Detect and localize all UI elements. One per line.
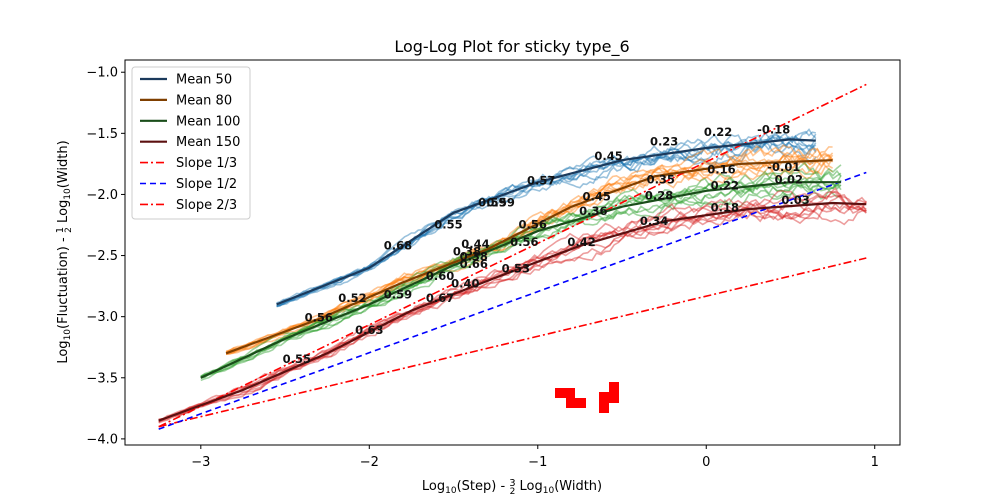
slope-annotation: 0.28 — [645, 188, 673, 202]
slope-annotation: 0.38 — [460, 249, 488, 263]
y-tick-label: −4.0 — [86, 432, 118, 447]
plot-background — [125, 60, 900, 445]
x-tick-label: 1 — [871, 455, 879, 470]
run-line — [276, 141, 817, 307]
slope-annotation: 0.35 — [647, 172, 675, 186]
slope-annotation: 0.68 — [384, 238, 412, 252]
run-line — [158, 207, 867, 423]
slope-annotation: 0.34 — [640, 214, 668, 228]
y-tick-label: −2.5 — [86, 249, 118, 264]
x-tick-label: −2 — [360, 455, 379, 470]
slope-annotation: 0.23 — [650, 135, 678, 149]
slope-annotation: 0.52 — [338, 291, 366, 305]
slope-annotation: 0.16 — [707, 163, 735, 177]
reference-line — [158, 257, 867, 428]
mean-line — [200, 181, 841, 379]
run-line — [200, 179, 842, 379]
run-line — [200, 182, 842, 379]
slope-annotation: 0.03 — [781, 193, 809, 207]
red-marker-shapes — [555, 382, 619, 413]
chart-title: Log-Log Plot for sticky type_6 — [394, 37, 629, 57]
slope-annotation: 0.56 — [519, 218, 547, 232]
slope-annotation: 0.02 — [775, 172, 803, 186]
slope-annotation: 0.63 — [355, 323, 383, 337]
slope-annotations: 0.680.550.590.590.570.450.230.22 -0.180.4… — [283, 122, 810, 366]
y-tick-label: −1.5 — [86, 127, 118, 142]
mean-line — [276, 138, 816, 306]
slope-annotation: 0.56 — [510, 235, 538, 249]
legend-label: Mean 150 — [176, 135, 240, 150]
slope-annotation: 0.22 — [711, 179, 739, 193]
slope-annotation: 0.44 — [461, 237, 489, 251]
mean-line — [225, 159, 833, 355]
run-line — [200, 169, 842, 378]
reference-line — [158, 83, 867, 428]
slope-annotation: 0.45 — [594, 149, 622, 163]
mean-line — [158, 201, 867, 422]
slope-annotation: 0.59 — [384, 287, 412, 301]
legend: Mean 50 Mean 80 Mean 100 Mean 150 Slope 1/3 S… — [131, 66, 251, 220]
run-line — [226, 154, 834, 355]
legend-label: Slope 1/2 — [176, 177, 237, 192]
mean-lines — [158, 138, 867, 422]
y-tick-label: −2.0 — [86, 188, 118, 203]
slope-annotation: 0.67 — [426, 291, 454, 305]
run-line — [158, 190, 867, 421]
slope-annotation: 0.55 — [283, 352, 311, 366]
slope-annotation: 0.60 — [426, 269, 454, 283]
slope-annotation: 0.45 — [583, 190, 611, 204]
slope-annotation: 0.22 — [704, 125, 732, 139]
slope-annotation: 0.59 — [478, 196, 506, 210]
y-axis-label: Log10(Fluctuation) - 12 Log10(Width) — [55, 140, 74, 363]
slope-annotation: 0.18 — [711, 201, 739, 215]
x-axis-ticks: −3 −2 −1 0 1 — [191, 445, 879, 470]
legend-label: Mean 80 — [176, 93, 232, 108]
run-line — [158, 201, 867, 421]
slope-annotation: 0.53 — [502, 262, 530, 276]
legend-box — [131, 66, 251, 220]
slope-annotation: 0.55 — [434, 218, 462, 232]
slope-annotation: 0.57 — [527, 174, 555, 188]
x-tick-label: −3 — [191, 455, 210, 470]
y-tick-label: −3.5 — [86, 371, 118, 386]
run-line — [225, 147, 834, 355]
reference-lines — [158, 83, 867, 430]
slope-annotation: 0.40 — [451, 276, 479, 290]
x-tick-label: −1 — [528, 455, 547, 470]
legend-label: Mean 50 — [176, 73, 232, 88]
y-tick-label: −1.0 — [86, 66, 118, 81]
run-line — [200, 164, 842, 377]
y-tick-label: −3.0 — [86, 310, 118, 325]
plot-frame — [124, 59, 901, 446]
legend-label: Slope 1/3 — [176, 156, 237, 171]
legend-label: Slope 2/3 — [176, 198, 237, 213]
slope-annotation: -0.18 — [757, 122, 790, 136]
slope-annotation: 0.42 — [567, 235, 595, 249]
slope-annotation: -0.01 — [767, 160, 800, 174]
slope-annotation: 0.56 — [305, 311, 333, 325]
run-line — [225, 144, 833, 352]
slope-annotation: 0.36 — [579, 204, 607, 218]
run-line — [200, 161, 842, 378]
reference-line — [158, 171, 867, 430]
legend-label: Mean 100 — [176, 114, 240, 129]
x-tick-label: 0 — [702, 455, 710, 470]
slope-annotation: 0.38 — [453, 245, 481, 259]
run-line — [200, 179, 842, 382]
slope-annotation: 0.59 — [487, 196, 515, 210]
y-axis-ticks: −4.0 −3.5 −3.0 −2.5 −2.0 −1.5 −1.0 — [86, 66, 125, 447]
slope-annotation: 0.66 — [460, 257, 488, 271]
